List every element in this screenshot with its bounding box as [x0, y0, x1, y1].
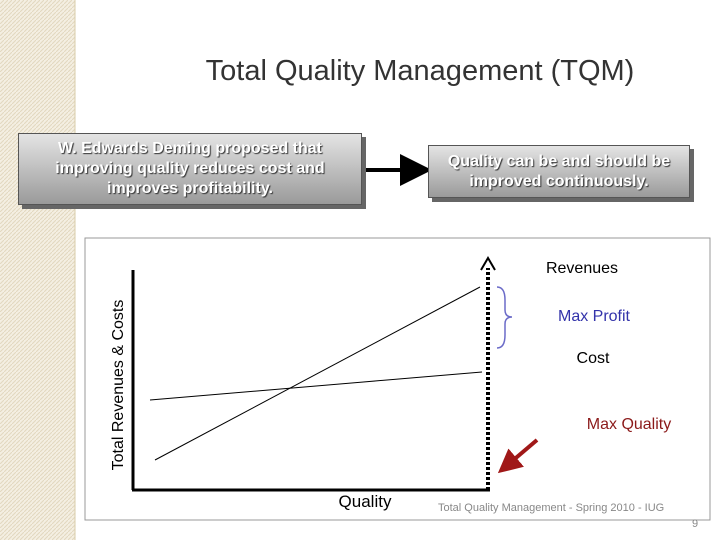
y-axis-label: Total Revenues & Costs: [110, 300, 127, 471]
max-quality-arrow: [497, 438, 539, 474]
max-quality-arrowhead: [480, 256, 496, 271]
slide-title: Total Quality Management (TQM): [206, 55, 635, 87]
continuous-box: Quality can be and should be improved co…: [428, 145, 690, 198]
x-axis-label: Quality: [339, 492, 392, 511]
revenue-line: [154, 286, 481, 461]
footer-wrap: Total Quality Management - Spring 2010 -…: [438, 502, 665, 514]
max-profit-label: Max Profit: [558, 308, 631, 325]
profit-brace: [496, 286, 513, 349]
deming-box: W. Edwards Deming proposed that improvin…: [18, 133, 362, 205]
cost-label: Cost: [577, 350, 610, 367]
max-quality-label: Max Quality: [587, 416, 671, 433]
page-number: 9: [692, 518, 698, 530]
cost-line: [149, 371, 483, 401]
side-band: [0, 0, 75, 540]
footer-text: Total Quality Management - Spring 2010 -…: [438, 502, 665, 514]
revenues-label: Revenues: [546, 260, 618, 277]
